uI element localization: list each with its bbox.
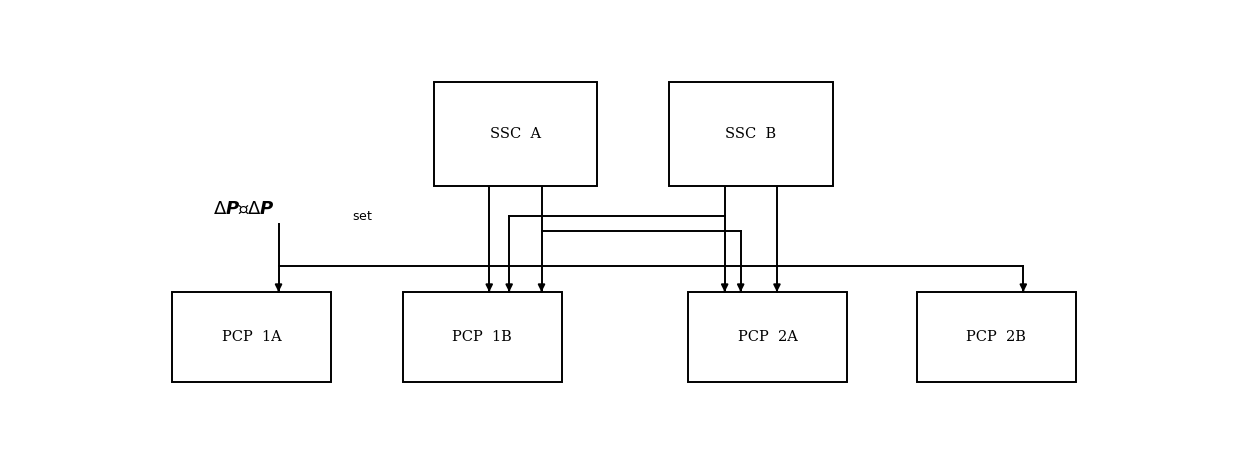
- Text: PCP  1B: PCP 1B: [453, 330, 512, 344]
- Bar: [670, 82, 832, 186]
- Bar: [918, 292, 1075, 382]
- Text: PCP  2B: PCP 2B: [966, 330, 1027, 344]
- Bar: [403, 292, 562, 382]
- Text: $\Delta \bfit{P}$、$\Delta \bfit{P}$: $\Delta \bfit{P}$、$\Delta \bfit{P}$: [213, 200, 274, 218]
- Bar: [172, 292, 331, 382]
- Text: PCP  2A: PCP 2A: [738, 330, 797, 344]
- Bar: [688, 292, 847, 382]
- Bar: [434, 82, 596, 186]
- Text: SSC  B: SSC B: [725, 127, 776, 141]
- Text: $\rm{set}$: $\rm{set}$: [352, 210, 373, 223]
- Text: PCP  1A: PCP 1A: [222, 330, 281, 344]
- Text: SSC  A: SSC A: [490, 127, 541, 141]
